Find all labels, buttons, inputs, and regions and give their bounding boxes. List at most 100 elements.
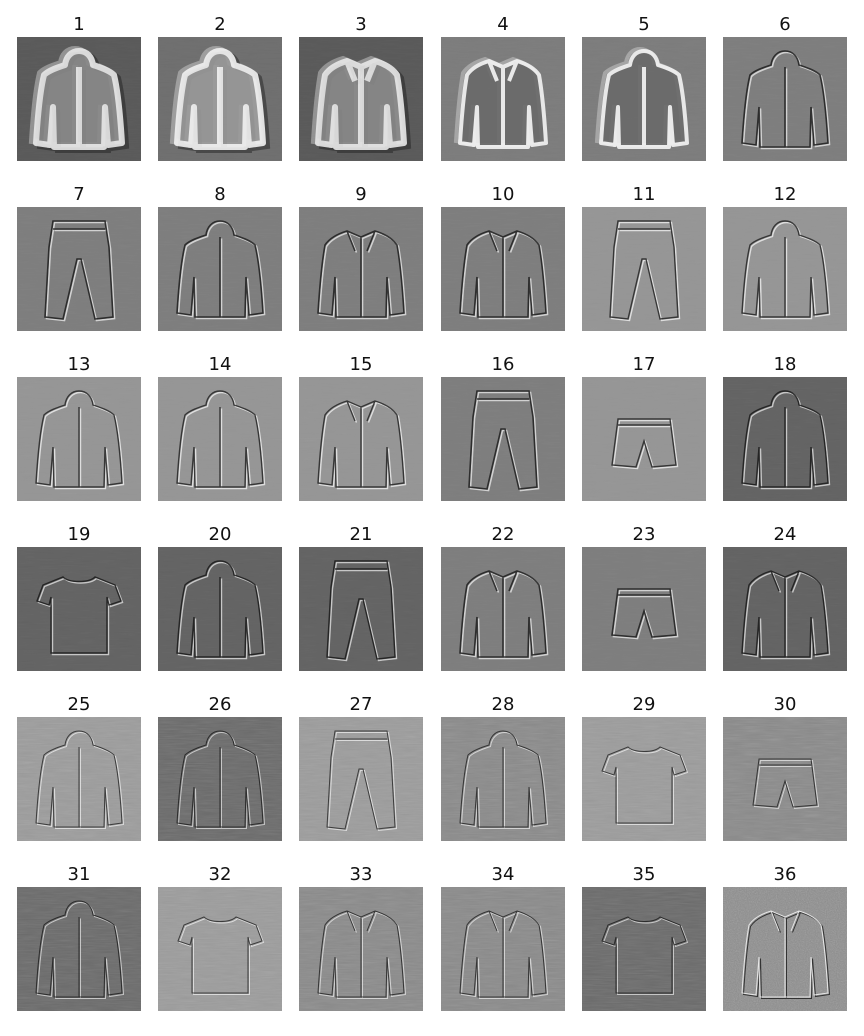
hoodie-filter-image bbox=[158, 207, 282, 331]
hoodie-filter-image bbox=[723, 207, 847, 331]
hoodie-filter-image bbox=[17, 887, 141, 1011]
panel: 19 bbox=[17, 525, 141, 685]
panel-number: 2 bbox=[214, 14, 226, 35]
hoodie-filter-image bbox=[158, 547, 282, 671]
panel: 9 bbox=[299, 185, 423, 345]
hoodie-filter-image bbox=[582, 37, 706, 161]
hoodie-filter-image bbox=[17, 377, 141, 501]
panel-number: 4 bbox=[497, 14, 509, 35]
panel: 23 bbox=[582, 525, 706, 685]
hoodie-filter-image bbox=[723, 377, 847, 501]
shorts-filter-image bbox=[582, 377, 706, 501]
panel: 4 bbox=[441, 15, 565, 175]
panel-number: 26 bbox=[208, 694, 232, 715]
hoodie-filter-image bbox=[17, 717, 141, 841]
panel: 34 bbox=[441, 865, 565, 1025]
panel: 1 bbox=[17, 15, 141, 175]
pants-filter-image bbox=[582, 207, 706, 331]
tshirt-filter-image bbox=[582, 717, 706, 841]
panel-number: 14 bbox=[208, 354, 232, 375]
panel: 33 bbox=[299, 865, 423, 1025]
panel-number: 21 bbox=[349, 524, 373, 545]
panel-number: 20 bbox=[208, 524, 232, 545]
hoodie-filter-image bbox=[17, 37, 141, 161]
panel-number: 34 bbox=[491, 864, 515, 885]
jacket-filter-image bbox=[299, 207, 423, 331]
jacket-filter-image bbox=[723, 547, 847, 671]
panel-number: 36 bbox=[773, 864, 797, 885]
panel: 30 bbox=[723, 695, 847, 855]
shorts-filter-image bbox=[582, 547, 706, 671]
panel-number: 9 bbox=[355, 184, 367, 205]
panel-number: 30 bbox=[773, 694, 797, 715]
panel: 36 bbox=[723, 865, 847, 1025]
panel-number: 11 bbox=[632, 184, 656, 205]
panel-number: 35 bbox=[632, 864, 656, 885]
hoodie-filter-image bbox=[158, 717, 282, 841]
panel: 22 bbox=[441, 525, 565, 685]
hoodie-filter-image bbox=[723, 37, 847, 161]
hoodie-filter-image bbox=[158, 37, 282, 161]
panel-number: 6 bbox=[779, 14, 791, 35]
pants-filter-image bbox=[299, 547, 423, 671]
panel-number: 15 bbox=[349, 354, 373, 375]
panel: 2 bbox=[158, 15, 282, 175]
panel: 21 bbox=[299, 525, 423, 685]
panel: 20 bbox=[158, 525, 282, 685]
jacket-filter-image bbox=[441, 207, 565, 331]
pants-filter-image bbox=[17, 207, 141, 331]
panel-number: 29 bbox=[632, 694, 656, 715]
tshirt-filter-image bbox=[582, 887, 706, 1011]
panel: 32 bbox=[158, 865, 282, 1025]
panel-number: 13 bbox=[67, 354, 91, 375]
panel: 13 bbox=[17, 355, 141, 515]
panel-number: 19 bbox=[67, 524, 91, 545]
panel: 17 bbox=[582, 355, 706, 515]
jacket-filter-image bbox=[299, 887, 423, 1011]
panel-number: 10 bbox=[491, 184, 515, 205]
panel-number: 16 bbox=[491, 354, 515, 375]
panel-number: 23 bbox=[632, 524, 656, 545]
panel: 18 bbox=[723, 355, 847, 515]
panel: 26 bbox=[158, 695, 282, 855]
panel: 8 bbox=[158, 185, 282, 345]
panel: 24 bbox=[723, 525, 847, 685]
panel-number: 17 bbox=[632, 354, 656, 375]
hoodie-filter-image bbox=[441, 717, 565, 841]
panel-number: 8 bbox=[214, 184, 226, 205]
panel-number: 25 bbox=[67, 694, 91, 715]
panel: 10 bbox=[441, 185, 565, 345]
panel: 5 bbox=[582, 15, 706, 175]
panel-number: 22 bbox=[491, 524, 515, 545]
panel: 27 bbox=[299, 695, 423, 855]
panel: 7 bbox=[17, 185, 141, 345]
jacket-filter-image bbox=[299, 37, 423, 161]
panel: 16 bbox=[441, 355, 565, 515]
panel-number: 3 bbox=[355, 14, 367, 35]
panel-number: 27 bbox=[349, 694, 373, 715]
tshirt-filter-image bbox=[158, 887, 282, 1011]
panel: 15 bbox=[299, 355, 423, 515]
jacket-filter-image bbox=[441, 37, 565, 161]
jacket-filter-image bbox=[299, 377, 423, 501]
panel-number: 33 bbox=[349, 864, 373, 885]
jacket-filter-image bbox=[723, 887, 847, 1011]
jacket-filter-image bbox=[441, 547, 565, 671]
panel-number: 5 bbox=[638, 14, 650, 35]
hoodie-filter-image bbox=[158, 377, 282, 501]
panel-number: 32 bbox=[208, 864, 232, 885]
shorts-filter-image bbox=[723, 717, 847, 841]
tshirt-filter-image bbox=[17, 547, 141, 671]
panel-number: 12 bbox=[773, 184, 797, 205]
panel: 14 bbox=[158, 355, 282, 515]
pants-filter-image bbox=[299, 717, 423, 841]
panel: 31 bbox=[17, 865, 141, 1025]
panel-number: 1 bbox=[73, 14, 85, 35]
panel-number: 24 bbox=[773, 524, 797, 545]
panel-number: 28 bbox=[491, 694, 515, 715]
panel: 11 bbox=[582, 185, 706, 345]
panel: 35 bbox=[582, 865, 706, 1025]
panel-number: 18 bbox=[773, 354, 797, 375]
panel: 12 bbox=[723, 185, 847, 345]
